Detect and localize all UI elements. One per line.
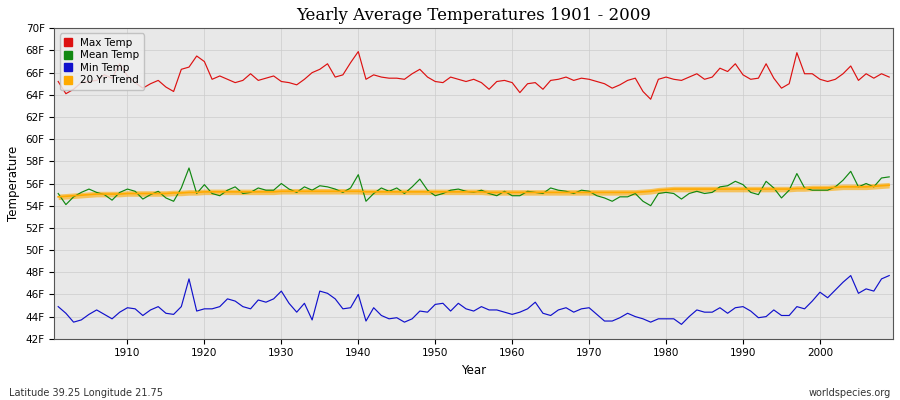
- Text: worldspecies.org: worldspecies.org: [809, 388, 891, 398]
- X-axis label: Year: Year: [461, 364, 486, 377]
- Y-axis label: Temperature: Temperature: [7, 146, 20, 221]
- Title: Yearly Average Temperatures 1901 - 2009: Yearly Average Temperatures 1901 - 2009: [296, 7, 651, 24]
- Legend: Max Temp, Mean Temp, Min Temp, 20 Yr Trend: Max Temp, Mean Temp, Min Temp, 20 Yr Tre…: [59, 34, 144, 90]
- Text: Latitude 39.25 Longitude 21.75: Latitude 39.25 Longitude 21.75: [9, 388, 163, 398]
